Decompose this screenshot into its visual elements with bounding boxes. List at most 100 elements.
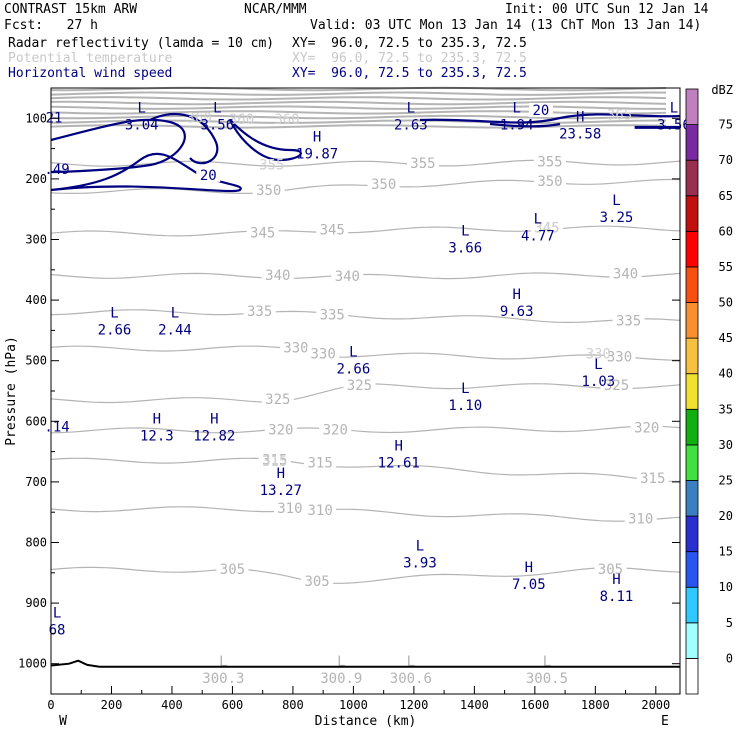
extremum-marker-L: L: [407, 654, 415, 670]
theta-label-bg: [301, 573, 334, 588]
theta-label-top: 360: [274, 112, 299, 128]
x-end-left: W: [59, 714, 67, 729]
theta-label-bg: [406, 155, 439, 170]
theta-label-305: 305: [304, 574, 329, 590]
contour-labels: 355 355 350 350 350 345 345 345 340 340 340 335 335 3…: [44, 100, 690, 686]
extremum-value: 8.11: [600, 589, 634, 605]
extremum-marker-H: H: [277, 466, 285, 482]
theta-label-325: 325: [265, 392, 290, 408]
wind-contour-line: [50, 118, 186, 174]
colorbar-segment: [685, 337, 699, 375]
colorbar-level: 25: [719, 473, 733, 487]
xy-theta: XY= 96.0, 72.5 to 235.3, 72.5: [292, 51, 527, 66]
theta-label-bg: [624, 511, 657, 526]
theta-label-bg: [252, 183, 285, 198]
colorbar-level: 5: [726, 616, 733, 630]
theta-label-bg: [264, 422, 297, 437]
colorbar-level: 65: [719, 189, 733, 203]
extremum-marker-L: L: [512, 100, 520, 116]
theta-label-340: 340: [613, 267, 638, 283]
colorbar-level: 40: [719, 367, 733, 381]
extremum-value: 3.66: [448, 241, 482, 257]
x-tick-label: 1600: [520, 698, 549, 712]
theta-label-top: 355: [259, 158, 284, 174]
theta-label-345: 345: [250, 225, 275, 241]
theta-label-top: 360: [229, 112, 254, 128]
extremum-marker-H: H: [525, 560, 533, 576]
organization: NCAR/MMM: [244, 2, 307, 17]
x-tick-label: 800: [282, 698, 304, 712]
theta-label-bg: [243, 304, 276, 319]
valid-time: Valid: 03 UTC Mon 13 Jan 14 (13 ChT Mon …: [310, 18, 702, 33]
extremum-value: 13.27: [260, 483, 302, 499]
colorbar-level: 45: [719, 331, 733, 345]
y-axis-label: Pressure (hPa): [4, 336, 19, 446]
y-tick-label: 800: [25, 536, 47, 550]
theta-label-350: 350: [371, 177, 396, 193]
extremum-marker-L: L: [461, 381, 469, 397]
theta-label-bg: [612, 313, 645, 328]
theta-label-bg: [319, 422, 352, 437]
colorbar-level: 15: [719, 545, 733, 559]
theta-label-340: 340: [335, 269, 360, 285]
extremum-value: 1.94: [500, 117, 534, 133]
colorbar-level: 55: [719, 260, 733, 274]
theta-label-bg: [630, 420, 663, 435]
colorbar-segment: [685, 408, 699, 446]
theta-label-320: 320: [268, 422, 293, 438]
extremum-value: 3.56: [200, 117, 234, 133]
y-tick-label: 400: [25, 293, 47, 307]
theta-label-345: 345: [320, 222, 345, 238]
theta-label-bg: [343, 378, 376, 393]
theta-label-bg: [533, 173, 566, 188]
extremum-marker-L: L: [534, 211, 542, 227]
theta-band-line: [50, 124, 667, 129]
wind-label-bg: [196, 167, 221, 182]
wind-contour-line: [419, 113, 681, 124]
theta-label-335: 335: [320, 307, 345, 323]
colorbar-level: 35: [719, 402, 733, 416]
theta-label-bg: [316, 222, 349, 237]
extremum-marker-L: L: [138, 100, 146, 116]
theta-contour-315: [50, 457, 680, 482]
extremum-marker-H: H: [395, 439, 403, 455]
x-tick-label: 400: [161, 698, 183, 712]
theta-contour-335: [50, 309, 681, 323]
extremum-marker-L: L: [349, 345, 357, 361]
extremum-value: 3.25: [600, 210, 634, 226]
theta-label-330: 330: [607, 350, 632, 366]
y-tick-label: 900: [25, 596, 47, 610]
extremum-value: 2.63: [394, 117, 428, 133]
theta-label-bg: [261, 392, 294, 407]
theta-label-bg: [594, 561, 627, 576]
forecast-hour: Fcst: 27 h: [4, 18, 98, 33]
extremum-value: 1.10: [448, 398, 482, 414]
theta-contour-310: [50, 506, 681, 522]
extremum-marker-L: L: [219, 654, 227, 670]
theta-label-bg: [258, 452, 291, 467]
theta-label-bg: [609, 266, 642, 281]
x-tick-label: 1800: [581, 698, 610, 712]
model-title: CONTRAST 15km ARW: [4, 2, 138, 17]
colorbar-level: 60: [719, 224, 733, 238]
theta-contour-305: [50, 566, 681, 584]
extremum-marker-H: H: [512, 287, 520, 303]
theta-label-bg: [304, 502, 337, 517]
xy-wind: XY= 96.0, 72.5 to 235.3, 72.5: [292, 66, 527, 81]
y-tick-label: 600: [25, 414, 47, 428]
colorbar-segment: [685, 266, 699, 303]
y-tick-label: 500: [25, 354, 47, 368]
colorbar-unit: dBZ: [711, 83, 733, 97]
colorbar-level: 30: [719, 438, 733, 452]
colorbar: 0 5 10 15 20 25 30 35 40 45 50 55 60 65 70 75 dBZ: [685, 83, 733, 695]
axes: 100 200 300 400 500 600 700 800 900 1000 0 200 400 60…: [4, 87, 681, 729]
theta-label-bg: [246, 225, 279, 240]
theta-label-340: 340: [265, 268, 290, 284]
extremum-value: 3.04: [125, 117, 159, 133]
extremum-value: 19.87: [296, 147, 338, 163]
theta-label-bg: [533, 154, 566, 169]
extremum-marker-L: L: [53, 605, 61, 621]
theta-label-310: 310: [307, 503, 332, 519]
wind-contour-line: [149, 112, 219, 165]
extremum-value: 7.05: [512, 577, 546, 593]
